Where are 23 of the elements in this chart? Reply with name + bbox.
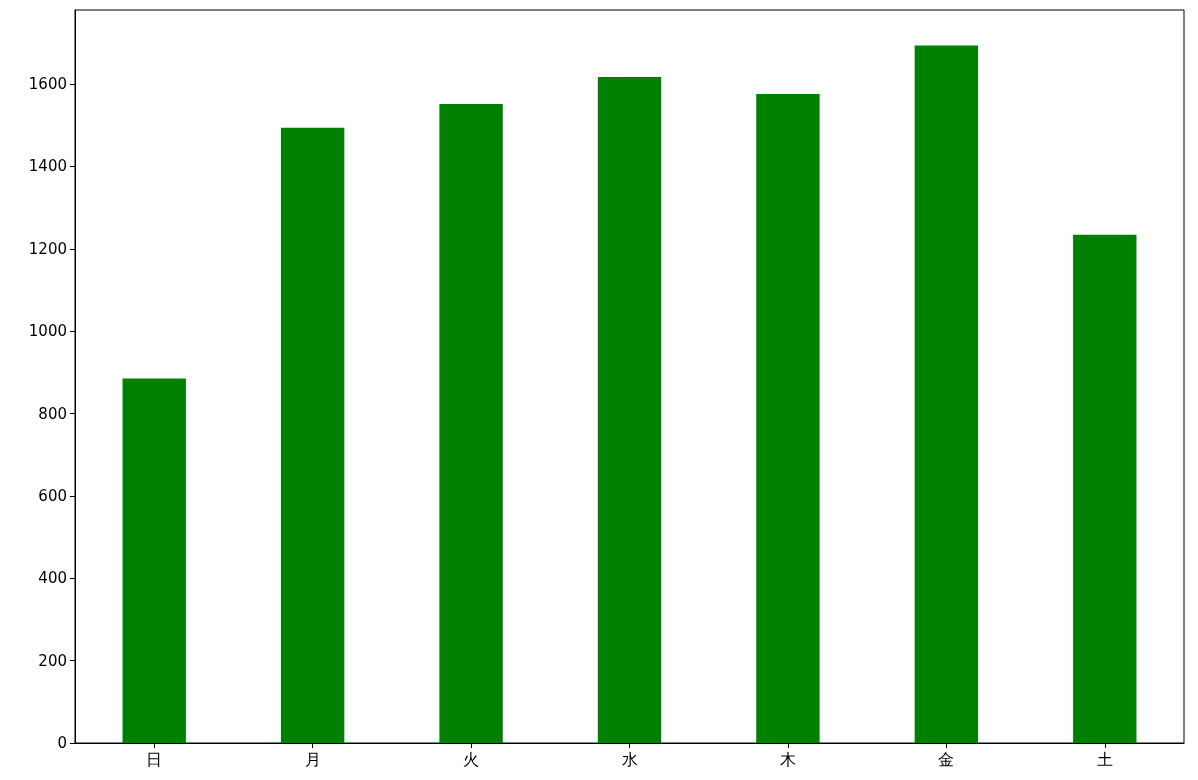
y-tick-label: 1000 xyxy=(28,322,67,341)
y-tick-label: 1600 xyxy=(28,75,67,94)
x-tick-label: 土 xyxy=(1096,749,1113,769)
x-tick-label: 火 xyxy=(463,749,480,769)
y-tick-label: 600 xyxy=(38,486,67,505)
bar xyxy=(439,103,503,743)
bar xyxy=(914,45,979,743)
y-tick-label: 1400 xyxy=(28,157,67,176)
y-tick-label: 400 xyxy=(38,569,67,588)
x-tick-label: 日 xyxy=(146,749,163,769)
y-tick-label: 1200 xyxy=(28,239,67,258)
x-tick-label: 金 xyxy=(938,749,955,769)
y-tick-label: 0 xyxy=(57,734,67,752)
x-tick-label: 水 xyxy=(621,749,638,769)
y-tick-label: 200 xyxy=(38,651,67,670)
bar xyxy=(122,378,186,743)
bar xyxy=(756,94,820,743)
bar xyxy=(280,127,345,743)
x-tick-label: 月 xyxy=(304,749,321,769)
bar xyxy=(1073,234,1137,743)
y-tick-label: 800 xyxy=(38,404,67,423)
x-tick-label: 木 xyxy=(779,749,796,769)
bar xyxy=(597,77,662,743)
